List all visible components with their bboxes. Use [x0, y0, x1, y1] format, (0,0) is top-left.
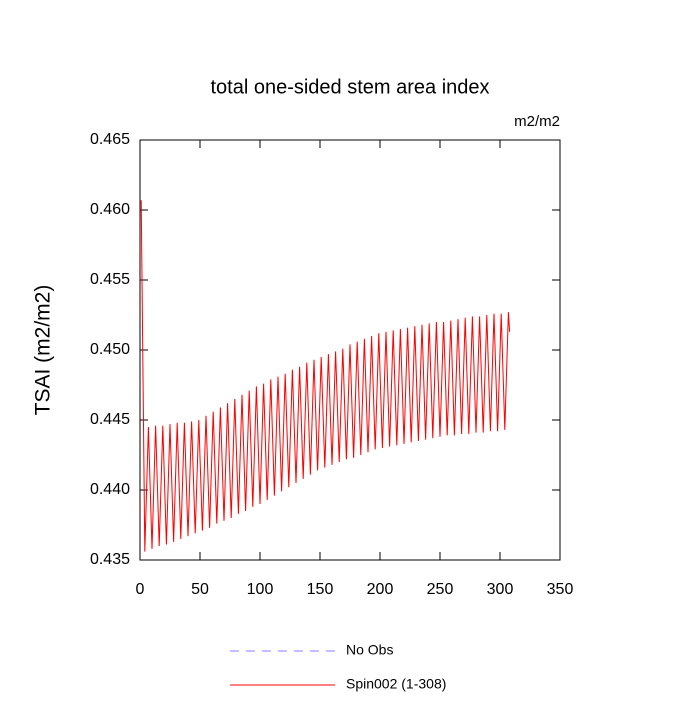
y-tick-label: 0.455	[90, 271, 130, 288]
y-tick-label: 0.460	[90, 201, 130, 218]
y-tick-label: 0.450	[90, 341, 130, 358]
legend-label: No Obs	[346, 642, 393, 658]
chart-title: total one-sided stem area index	[210, 76, 489, 98]
y-tick-label: 0.435	[90, 551, 130, 568]
legend-label: Spin002 (1-308)	[346, 676, 446, 692]
y-tick-label: 0.440	[90, 481, 130, 498]
y-tick-label: 0.465	[90, 131, 130, 148]
x-tick-label: 250	[427, 581, 454, 598]
y-axis-label: TSAI (m2/m2)	[32, 285, 55, 416]
units-label: m2/m2	[514, 113, 560, 130]
x-tick-label: 200	[367, 581, 394, 598]
x-tick-label: 0	[136, 581, 145, 598]
y-tick-label: 0.445	[90, 411, 130, 428]
x-tick-label: 50	[191, 581, 209, 598]
data-line	[140, 200, 511, 552]
x-tick-label: 300	[487, 581, 514, 598]
x-tick-label: 100	[247, 581, 274, 598]
x-tick-label: 150	[307, 581, 334, 598]
x-tick-label: 350	[547, 581, 574, 598]
